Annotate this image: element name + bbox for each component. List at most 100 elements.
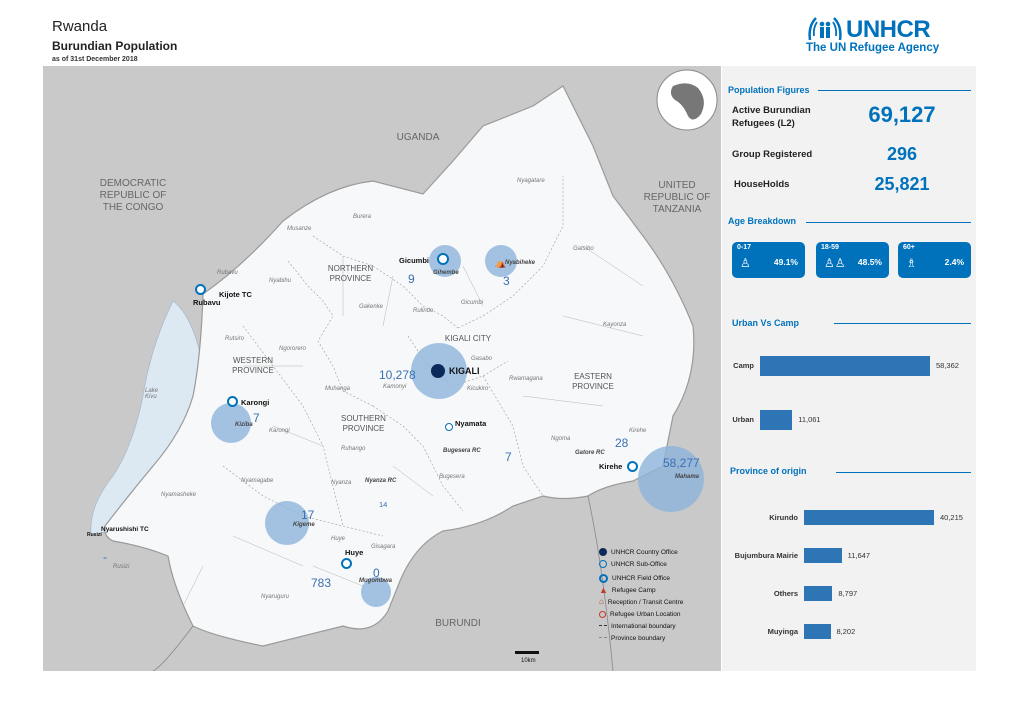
legend-label: UNHCR Field Office <box>612 574 671 582</box>
site-label: Rubavu <box>193 298 221 307</box>
site-label: Nyamata <box>455 419 487 428</box>
sub-office-icon <box>437 253 449 265</box>
district-label: Kamonyi <box>383 384 407 390</box>
logo-name: UNHCR <box>846 16 931 43</box>
district-label: Gisagara <box>371 544 396 550</box>
logo-tagline: The UN Refugee Agency <box>806 42 940 54</box>
district-label: Bugesera <box>439 474 465 480</box>
camp-icon: ▲ <box>599 584 608 595</box>
district-label: Rwamagana <box>509 376 543 382</box>
legend-item: ⌂ Reception / Transit Centre <box>599 596 719 608</box>
unhcr-emblem-icon <box>808 17 842 41</box>
camp-icon: ⛺ <box>495 258 507 268</box>
legend-label: International boundary <box>611 622 676 630</box>
section-title-population: Population Figures <box>728 85 810 95</box>
header-date: as of 31st December 2018 <box>52 56 138 63</box>
age-pct: 2.4% <box>944 257 964 267</box>
district-label: Nyaruguru <box>261 594 290 600</box>
district-label: Nyagatare <box>517 178 545 184</box>
legend-label: Reception / Transit Centre <box>607 598 684 606</box>
district-label: Ruhango <box>341 446 366 452</box>
bar-category-label: Bujumbura Mairie <box>734 550 798 560</box>
pop-value: 25,821 <box>874 174 930 194</box>
field-office-icon <box>341 558 352 569</box>
camp-label: Kiziba <box>235 422 253 428</box>
legend-label: Refugee Camp <box>611 586 656 594</box>
site-count: 7 <box>253 411 260 425</box>
site-count: 9 <box>408 272 415 286</box>
district-label: Ngoma <box>551 436 571 442</box>
site-label: KIGALI <box>449 366 480 376</box>
map-svg <box>90 69 718 671</box>
district-label: Nyamagabe <box>241 478 274 484</box>
map-legend: UNHCR Country Office UNHCR Sub-Office UN… <box>599 546 719 644</box>
field-office-icon <box>227 396 238 407</box>
district-label: Gasabo <box>471 356 493 362</box>
site-count: 17 <box>301 508 315 522</box>
site-count: 3 <box>503 274 510 288</box>
country-label: BURUNDI <box>435 618 481 629</box>
bar-value-label: 8,202 <box>836 626 856 636</box>
legend-item: ▲ Refugee Camp <box>599 584 719 596</box>
site-label: Rusizi <box>87 532 102 538</box>
legend-label: Refugee Urban Location <box>610 610 681 618</box>
district-label: Kayonza <box>603 322 627 328</box>
site-count: 7 <box>505 450 512 464</box>
district-label: Rulindo <box>413 308 434 314</box>
legend-item: UNHCR Sub-Office <box>599 558 719 570</box>
section-divider <box>836 472 971 473</box>
unhcr-logo: UNHCR The UN Refugee Agency <box>806 14 976 58</box>
legend-label: Province boundary <box>611 634 666 642</box>
misc-count: - <box>103 550 107 564</box>
bubble-kiziba <box>211 403 251 443</box>
bar-category-label: Kirundo <box>769 512 798 522</box>
province-label: EASTERN PROVINCE <box>572 372 614 391</box>
bar-urban <box>760 410 793 430</box>
chart-province-origin: Kirundo 40,215 Bujumbura Mairie 11,647 Other… <box>722 502 976 642</box>
site-count: 783 <box>311 576 332 590</box>
reception-label: Kijote TC <box>219 290 252 299</box>
reception-label: Bugesera RC <box>443 448 481 454</box>
field-office-icon <box>599 573 608 583</box>
children-icon: ♙ <box>740 256 751 270</box>
camp-label: Nyabiheke <box>505 260 536 266</box>
site-label: Kirehe <box>599 462 623 471</box>
district-label: Gatsibo <box>573 246 594 252</box>
camp-label: Kigeme <box>293 522 315 528</box>
scale-bar <box>515 651 539 654</box>
country-label: UNITED REPUBLIC OF TANZANIA <box>643 180 711 215</box>
section-title-urban-camp: Urban Vs Camp <box>732 318 800 328</box>
site-count: 58,277 <box>663 456 700 470</box>
bubble-nyabiheke <box>485 245 517 277</box>
section-divider <box>834 323 971 324</box>
district-label: Karongi <box>269 428 290 434</box>
bar-value-label: 8,797 <box>838 588 858 598</box>
bubble-mugombwa <box>361 577 391 607</box>
bar-category-label: Camp <box>733 361 754 370</box>
urban-location-icon <box>599 610 606 618</box>
country-office-icon <box>599 548 607 556</box>
district-label: Rusizi <box>113 564 130 570</box>
legend-label: UNHCR Sub-Office <box>611 560 667 568</box>
pop-value: 69,127 <box>868 102 936 127</box>
country-label: UGANDA <box>396 132 440 143</box>
site-count: 28 <box>615 436 629 450</box>
bar-value-label: 11,647 <box>847 550 871 560</box>
camp-label: Mugombwa <box>359 578 392 584</box>
bar-category-label: Urban <box>732 415 754 424</box>
district-label: Gakenke <box>359 304 384 310</box>
age-group-card: 18-59 ♙♙ 48.5% <box>816 242 889 278</box>
bar-value-label: 58,362 <box>936 361 959 370</box>
province-label: WESTERN PROVINCE <box>232 356 274 375</box>
bar-category-label: Others <box>773 588 798 598</box>
district-label: Musanze <box>287 226 312 232</box>
pop-label: Group Registered <box>732 149 813 160</box>
age-range: 18-59 <box>821 244 839 251</box>
legend-label: UNHCR Country Office <box>611 548 678 556</box>
district-label: Kirehe <box>629 428 647 434</box>
prov-boundary-icon <box>599 637 607 639</box>
site-count: 10,278 <box>379 368 416 382</box>
site-label: Gicumbi <box>399 256 430 265</box>
district-label: Huye <box>331 536 346 542</box>
legend-item: UNHCR Country Office <box>599 546 719 558</box>
